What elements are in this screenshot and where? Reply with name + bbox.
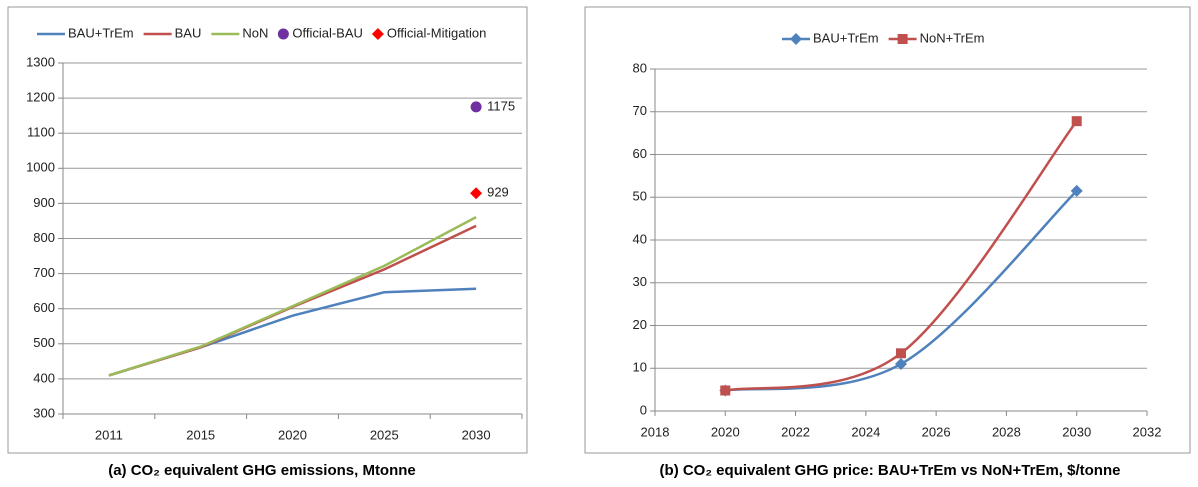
y-tick-label: 20 bbox=[633, 317, 647, 332]
x-tick-label: 2030 bbox=[462, 427, 491, 442]
y-tick-label: 10 bbox=[633, 360, 647, 375]
y-tick-label: 40 bbox=[633, 231, 647, 246]
legend-label: Official-Mitigation bbox=[387, 25, 486, 40]
y-tick-label: 300 bbox=[33, 405, 55, 420]
legend-label: Official-BAU bbox=[292, 25, 363, 40]
x-tick-label: 2030 bbox=[1062, 424, 1091, 439]
x-tick-label: 2018 bbox=[641, 424, 670, 439]
data-label: 1175 bbox=[487, 98, 515, 113]
x-tick-label: 2022 bbox=[781, 424, 810, 439]
marker bbox=[277, 28, 289, 40]
y-tick-label: 800 bbox=[33, 230, 55, 245]
x-tick-label: 2011 bbox=[95, 427, 123, 442]
series-line bbox=[725, 120, 1078, 392]
x-tick-label: 2024 bbox=[851, 424, 880, 439]
y-tick-label: 0 bbox=[640, 402, 647, 417]
marker bbox=[895, 357, 907, 370]
chart-frame bbox=[584, 6, 1191, 454]
y-tick-label: 900 bbox=[33, 195, 55, 210]
y-tick-label: 1200 bbox=[26, 90, 55, 105]
marker bbox=[470, 101, 482, 113]
x-tick-label: 2032 bbox=[1133, 424, 1162, 439]
y-tick-label: 50 bbox=[633, 189, 647, 204]
y-tick-label: 1000 bbox=[26, 160, 55, 175]
caption: (b) CO₂ equivalent GHG price: BAU+TrEm v… bbox=[660, 462, 1121, 479]
y-tick-label: 1100 bbox=[27, 125, 55, 140]
marker bbox=[896, 348, 906, 359]
y-tick-label: 70 bbox=[633, 103, 647, 118]
legend-label: BAU+TrEm bbox=[68, 25, 134, 40]
y-tick-label: 700 bbox=[33, 265, 55, 280]
marker bbox=[790, 33, 802, 45]
marker bbox=[1071, 116, 1082, 127]
legend-label: NoN+TrEm bbox=[920, 30, 985, 45]
marker bbox=[720, 385, 731, 396]
y-tick-label: 1300 bbox=[26, 54, 55, 69]
x-tick-label: 2015 bbox=[186, 427, 215, 442]
legend-label: BAU bbox=[175, 25, 202, 40]
y-tick-label: 60 bbox=[633, 146, 647, 161]
y-tick-label: 500 bbox=[33, 335, 55, 350]
marker bbox=[897, 34, 908, 44]
legend-label: BAU+TrEm bbox=[813, 30, 879, 45]
series-line bbox=[108, 215, 477, 377]
y-tick-label: 80 bbox=[633, 60, 647, 75]
x-tick-label: 2020 bbox=[711, 424, 740, 439]
y-tick-label: 600 bbox=[33, 300, 55, 315]
x-tick-label: 2026 bbox=[922, 424, 951, 439]
caption: (a) CO₂ equivalent GHG emissions, Mtonne bbox=[108, 462, 416, 479]
data-label: 929 bbox=[487, 185, 509, 200]
x-tick-label: 2025 bbox=[370, 427, 399, 442]
y-tick-label: 400 bbox=[33, 370, 55, 385]
legend-label: NoN bbox=[242, 25, 268, 40]
x-tick-label: 2020 bbox=[278, 427, 307, 442]
y-tick-label: 30 bbox=[633, 274, 647, 289]
x-tick-label: 2028 bbox=[992, 424, 1021, 439]
marker bbox=[1070, 184, 1083, 197]
marker bbox=[371, 28, 384, 40]
marker bbox=[470, 187, 483, 200]
